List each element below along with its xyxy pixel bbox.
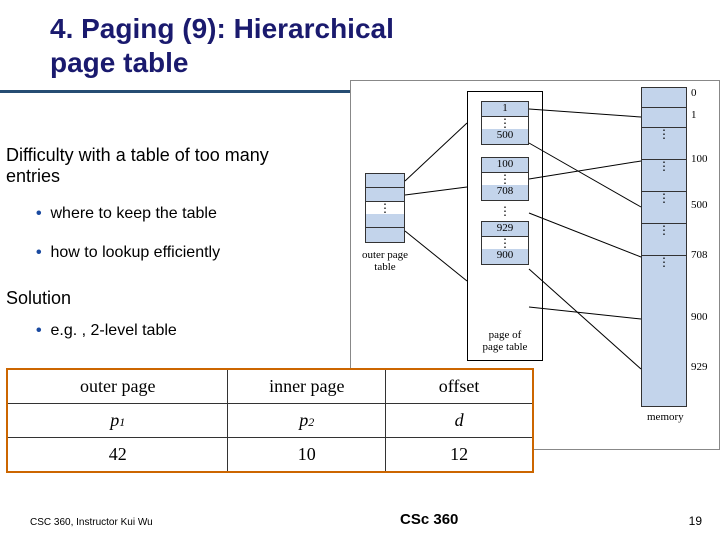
heading-solution: Solution: [6, 288, 71, 309]
addr-width: 10: [228, 438, 386, 473]
addr-header: inner page: [228, 369, 386, 404]
outer-cell: [366, 228, 404, 242]
page-number: 19: [689, 514, 702, 528]
mem-num: 100: [691, 153, 708, 165]
footer-instructor: CSC 360, Instructor Kui Wu: [30, 517, 153, 528]
footer-course: CSc 360: [400, 511, 458, 528]
mem-num: 929: [691, 361, 708, 373]
mem-cell: [642, 88, 686, 108]
bullet-2-text: how to lookup efficiently: [51, 244, 221, 261]
mem-num: 0: [691, 87, 697, 99]
bullet-3-text: e.g. , 2-level table: [51, 322, 177, 339]
addr-width: 12: [386, 438, 533, 473]
mem-num: 900: [691, 311, 708, 323]
outer-cell: [366, 214, 404, 228]
addr-var: p1: [7, 404, 228, 438]
addr-header: outer page: [7, 369, 228, 404]
address-breakdown-table: outer page inner page offset p1 p2 d 42 …: [6, 368, 534, 473]
mem-cell: [642, 236, 686, 256]
dots-icon: ⋮: [642, 192, 686, 204]
addr-width: 42: [7, 438, 228, 473]
mem-num: 708: [691, 249, 708, 261]
mem-cell: [642, 204, 686, 224]
outer-page-table: ⋮: [365, 173, 405, 243]
dots-icon: ⋮: [642, 224, 686, 236]
bullet-3: • e.g. , 2-level table: [36, 322, 177, 340]
memory-label: memory: [647, 411, 684, 423]
memory-column: ⋮ ⋮ ⋮ ⋮ ⋮: [641, 87, 687, 407]
mem-cell: [642, 268, 686, 288]
bullet-2: • how to lookup efficiently: [36, 244, 220, 262]
dots-icon: ⋮: [642, 256, 686, 268]
mem-num: 500: [691, 199, 708, 211]
outer-page-label: outer page table: [355, 249, 415, 273]
mem-cell: [642, 172, 686, 192]
dots-icon: ⋮: [366, 202, 404, 214]
bullet-1-text: where to keep the table: [51, 205, 217, 222]
mem-cell: [642, 108, 686, 128]
heading-difficulty: Difficulty with a table of too many entr…: [6, 145, 316, 187]
outer-cell: [366, 188, 404, 202]
outer-cell: [366, 174, 404, 188]
dots-icon: ⋮: [642, 128, 686, 140]
mem-cell: [642, 140, 686, 160]
addr-var: p2: [228, 404, 386, 438]
bullet-1: • where to keep the table: [36, 205, 217, 223]
addr-header: offset: [386, 369, 533, 404]
mem-num: 1: [691, 109, 697, 121]
slide-title: 4. Paging (9): Hierarchical page table: [50, 12, 400, 79]
dots-icon: ⋮: [642, 160, 686, 172]
addr-var: d: [386, 404, 533, 438]
page-table-border: [467, 91, 543, 361]
